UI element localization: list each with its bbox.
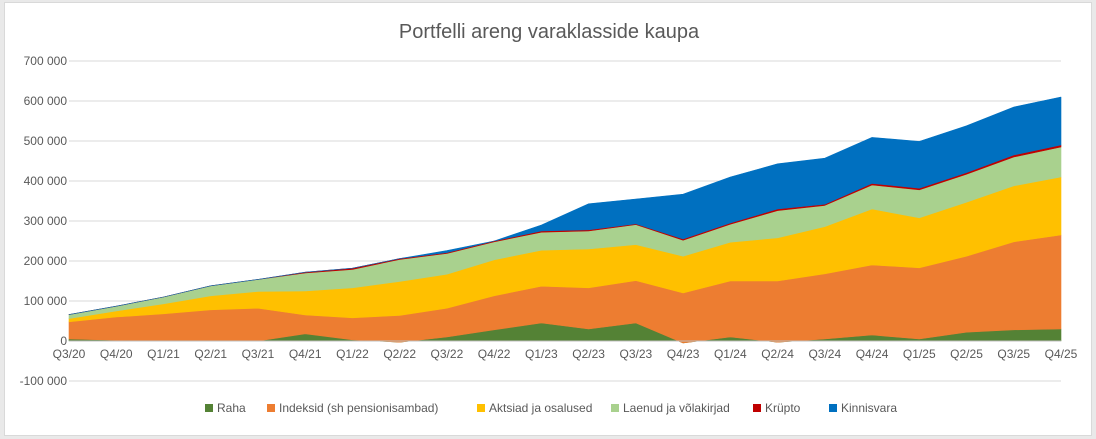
y-tick-label: 0 [60, 334, 67, 348]
x-tick-label: Q2/24 [761, 347, 794, 361]
x-tick-label: Q4/21 [289, 347, 322, 361]
x-tick-label: Q1/22 [336, 347, 369, 361]
y-tick-label: 400 000 [24, 174, 68, 188]
chart-title: Portfelli areng varaklasside kaupa [399, 21, 700, 43]
x-tick-label: Q4/25 [1045, 347, 1078, 361]
x-tick-label: Q4/22 [478, 347, 511, 361]
legend-label: Krüpto [765, 401, 801, 415]
legend-label: Laenud ja võlakirjad [623, 401, 730, 415]
legend-swatch [753, 404, 761, 412]
x-tick-label: Q1/25 [903, 347, 936, 361]
axes: 700 000 600 000 500 000 400 000 300 000 200 0… [20, 54, 1078, 388]
plot-area [68, 96, 1062, 344]
chart: Portfelli areng varaklasside kaupa 700 0… [20, 21, 1078, 415]
legend: Raha Indeksid (sh pensionisambad) Aktsiad … [205, 401, 897, 415]
x-tick-label: Q3/22 [431, 347, 464, 361]
x-tick-label: Q2/23 [572, 347, 605, 361]
x-tick-label: Q3/21 [242, 347, 275, 361]
legend-label: Kinnisvara [841, 401, 897, 415]
x-tick-label: Q3/24 [808, 347, 841, 361]
legend-swatch [205, 404, 213, 412]
y-tick-label: 100 000 [24, 294, 68, 308]
y-tick-label: -100 000 [20, 374, 68, 388]
x-tick-label: Q2/25 [950, 347, 983, 361]
x-tick-label: Q2/21 [194, 347, 227, 361]
x-tick-label: Q1/24 [714, 347, 747, 361]
y-tick-label: 300 000 [24, 214, 68, 228]
legend-label: Raha [217, 401, 246, 415]
legend-swatch [829, 404, 837, 412]
chart-frame: Portfelli areng varaklasside kaupa 700 0… [4, 2, 1092, 436]
legend-swatch [267, 404, 275, 412]
y-tick-label: 700 000 [24, 54, 68, 68]
x-tick-label: Q2/22 [383, 347, 416, 361]
legend-swatch [611, 404, 619, 412]
legend-label: Aktsiad ja osalused [489, 401, 592, 415]
x-tick-label: Q3/20 [53, 347, 86, 361]
legend-label: Indeksid (sh pensionisambad) [279, 401, 438, 415]
x-tick-label: Q1/23 [525, 347, 558, 361]
legend-swatch [477, 404, 485, 412]
x-tick-label: Q4/23 [667, 347, 700, 361]
y-tick-label: 500 000 [24, 134, 68, 148]
x-tick-label: Q3/25 [997, 347, 1030, 361]
x-tick-label: Q3/23 [620, 347, 653, 361]
x-tick-label: Q4/24 [856, 347, 889, 361]
y-tick-label: 200 000 [24, 254, 68, 268]
area-series-5 [68, 96, 1062, 315]
x-tick-label: Q4/20 [100, 347, 133, 361]
y-tick-label: 600 000 [24, 94, 68, 108]
x-tick-label: Q1/21 [147, 347, 180, 361]
